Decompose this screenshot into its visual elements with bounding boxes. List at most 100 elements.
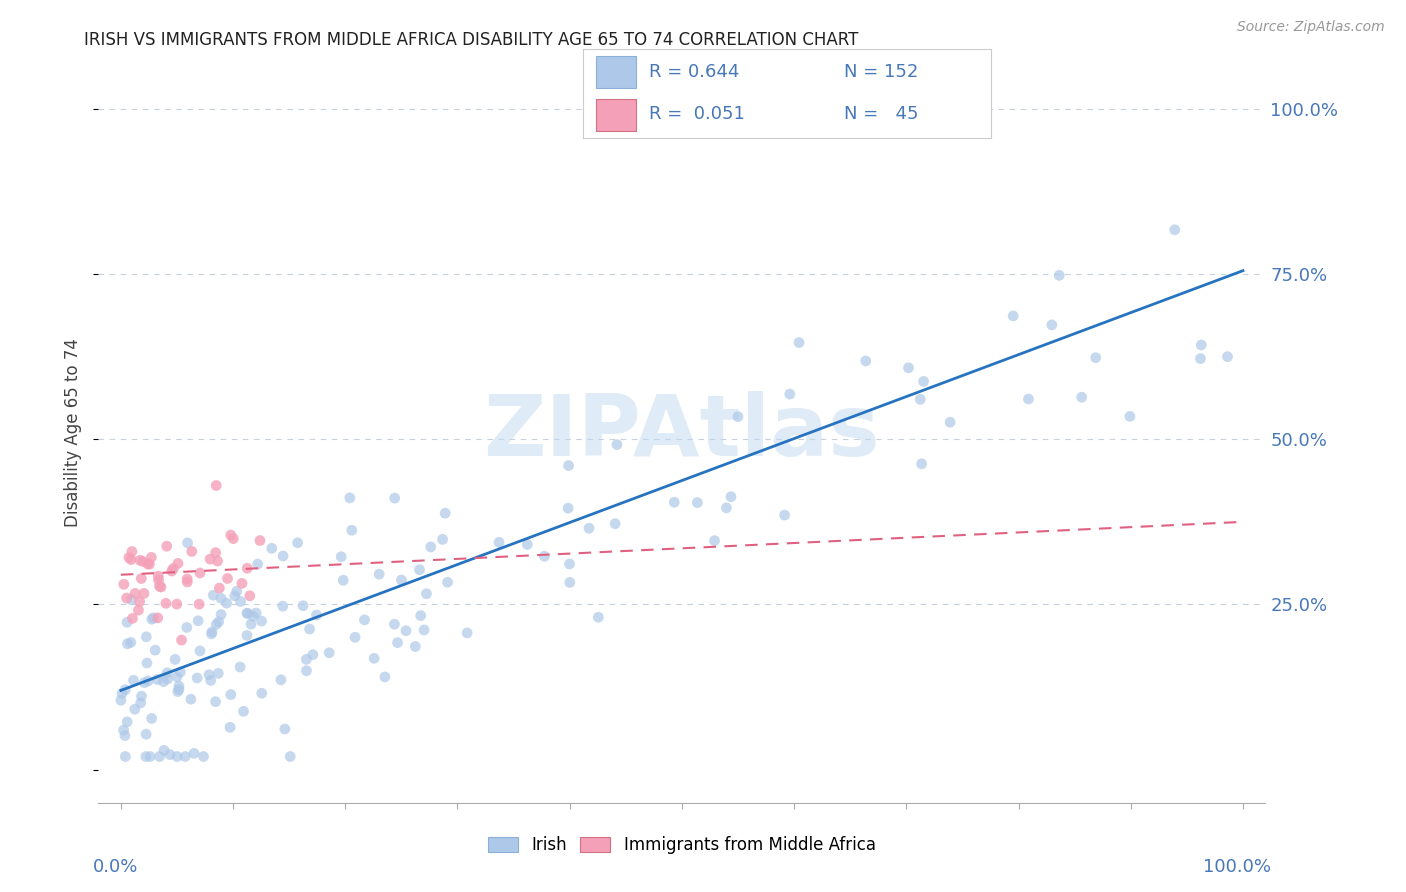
Point	[229, 594, 252, 608]
Point	[318, 646, 340, 660]
Point	[200, 673, 222, 688]
Point	[773, 508, 796, 522]
Point	[120, 635, 142, 649]
Point	[1070, 390, 1092, 404]
Point	[557, 501, 579, 516]
Point	[141, 711, 163, 725]
Point	[198, 552, 221, 566]
Point	[188, 597, 211, 611]
Point	[219, 688, 242, 702]
Text: R =  0.051: R = 0.051	[648, 105, 745, 123]
Point	[180, 692, 202, 706]
Point	[187, 614, 209, 628]
Point	[136, 557, 159, 571]
Point	[136, 656, 159, 670]
Point	[910, 457, 932, 471]
Point	[436, 575, 458, 590]
Point	[208, 581, 231, 595]
Point	[278, 749, 301, 764]
Point	[129, 696, 152, 710]
Point	[124, 586, 146, 600]
Point	[787, 335, 810, 350]
Point	[215, 596, 238, 610]
Point	[224, 589, 246, 603]
Point	[156, 539, 179, 553]
Point	[202, 588, 225, 602]
Point	[217, 572, 239, 586]
Point	[117, 637, 139, 651]
Bar	[596, 99, 637, 131]
Point	[131, 689, 153, 703]
Point	[176, 620, 198, 634]
Point	[271, 599, 294, 614]
Point	[287, 536, 309, 550]
Point	[232, 705, 254, 719]
Point	[302, 648, 325, 662]
Point	[236, 561, 259, 575]
Point	[1017, 392, 1039, 406]
Point	[114, 749, 136, 764]
Point	[374, 670, 396, 684]
Point	[236, 606, 259, 620]
Point	[131, 572, 153, 586]
Point	[557, 458, 579, 473]
Text: R = 0.644: R = 0.644	[648, 63, 740, 81]
Point	[165, 652, 187, 666]
Text: IRISH VS IMMIGRANTS FROM MIDDLE AFRICA DISABILITY AGE 65 TO 74 CORRELATION CHART: IRISH VS IMMIGRANTS FROM MIDDLE AFRICA D…	[84, 31, 859, 49]
Point	[558, 557, 581, 571]
Point	[533, 549, 555, 564]
Point	[229, 660, 252, 674]
Point	[112, 723, 135, 737]
Point	[384, 491, 406, 505]
Point	[166, 684, 188, 698]
Point	[260, 541, 283, 556]
Point	[516, 537, 538, 551]
Point	[1119, 409, 1142, 424]
Point	[603, 516, 626, 531]
Point	[135, 727, 157, 741]
Point	[129, 553, 152, 567]
Point	[897, 360, 920, 375]
Point	[148, 569, 170, 583]
Point	[162, 561, 184, 575]
Point	[240, 617, 263, 632]
Point	[121, 592, 143, 607]
Point	[578, 521, 600, 535]
Point	[122, 673, 145, 688]
Point	[339, 491, 361, 505]
Point	[160, 564, 183, 578]
Point	[146, 611, 169, 625]
Point	[149, 749, 172, 764]
Point	[205, 478, 228, 492]
Point	[110, 693, 132, 707]
Point	[606, 437, 628, 451]
Point	[939, 415, 962, 429]
Point	[186, 671, 208, 685]
Point	[231, 576, 253, 591]
Point	[153, 743, 176, 757]
Point	[395, 624, 418, 638]
Point	[167, 682, 190, 697]
Point	[134, 675, 156, 690]
Point	[150, 580, 173, 594]
Point	[245, 606, 267, 620]
Point	[716, 500, 738, 515]
Text: N =   45: N = 45	[845, 105, 920, 123]
Point	[1216, 350, 1239, 364]
Point	[135, 749, 157, 764]
Point	[136, 673, 159, 688]
Point	[132, 554, 155, 568]
Legend: Irish, Immigrants from Middle Africa: Irish, Immigrants from Middle Africa	[481, 830, 883, 861]
Point	[193, 749, 215, 764]
Point	[409, 608, 432, 623]
Point	[207, 615, 229, 629]
Point	[910, 392, 932, 407]
Point	[166, 670, 188, 684]
Point	[249, 533, 271, 548]
Point	[143, 643, 166, 657]
Point	[387, 635, 409, 649]
Point	[188, 644, 211, 658]
Point	[330, 549, 353, 564]
Point	[298, 622, 321, 636]
Point	[176, 575, 198, 590]
